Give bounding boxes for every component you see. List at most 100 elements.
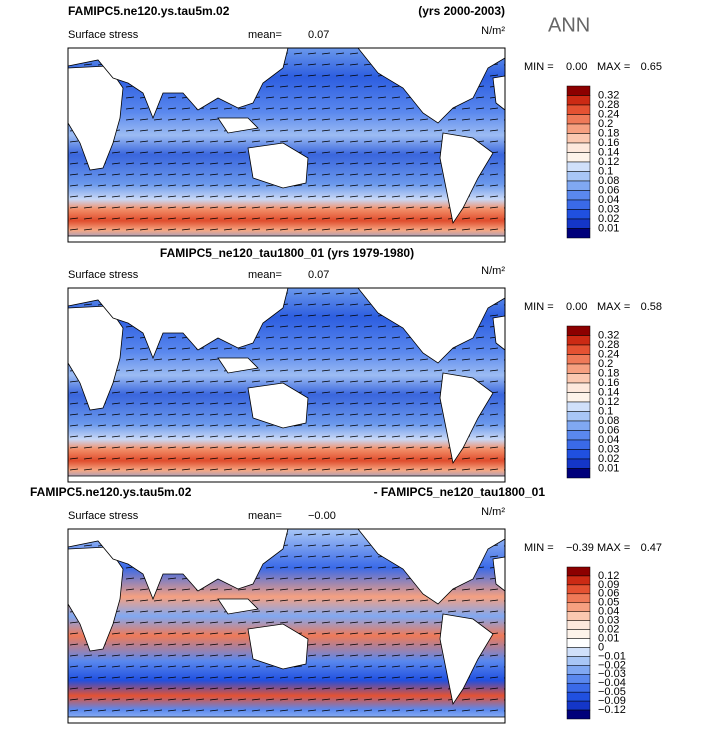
colorbar-box: [566, 656, 591, 666]
mean-value: 0.07: [308, 269, 329, 281]
colorbar-box: [566, 344, 591, 355]
colorbar-label: 0.08: [598, 175, 619, 187]
units: N/m²: [481, 506, 505, 518]
colorbar-box: [566, 95, 591, 106]
colorbar-box: [566, 373, 591, 384]
colorbar-box: [566, 575, 591, 586]
colorbar-label: 0.01: [598, 462, 619, 474]
colorbar-label: 0.04: [598, 194, 619, 206]
colorbar-box: [566, 218, 591, 229]
colorbar-box: [566, 123, 591, 134]
colorbar-box: [566, 420, 591, 431]
colorbar-box: [566, 392, 591, 403]
colorbar-label: −0.01: [598, 650, 626, 662]
colorbar-box: [566, 593, 591, 604]
colorbar-box: [566, 354, 591, 365]
colorbar-box: [566, 602, 591, 612]
colorbar-label: −0.02: [598, 659, 626, 671]
min-label: MIN =: [524, 542, 554, 554]
map-frame: [67, 47, 506, 243]
colorbar-label: −0.12: [598, 704, 626, 716]
colorbar-label: 0.04: [598, 606, 619, 618]
colorbar-box: [566, 700, 591, 711]
variable: Surface stress: [68, 29, 139, 41]
colorbar-label: −0.03: [598, 668, 626, 680]
colorbar-label: 0.16: [598, 377, 619, 389]
colorbar-box: [566, 674, 591, 684]
colorbar-box: [566, 190, 591, 201]
colorbar-label: 0.14: [598, 386, 619, 398]
colorbar-box: [566, 171, 591, 182]
colorbar-label: 0.18: [598, 127, 619, 139]
colorbar-label: 0.02: [598, 453, 619, 465]
mean-value: −0.00: [308, 510, 336, 522]
colorbar-box: [566, 709, 591, 720]
colorbar-label: 0.09: [598, 579, 619, 591]
min-value: 0.00: [566, 61, 587, 73]
colorbar-box: [566, 682, 591, 693]
colorbar-label: 0.1: [598, 405, 613, 417]
min-label: MIN =: [524, 61, 554, 73]
colorbar-label: 0.24: [598, 348, 619, 360]
colorbar-label: 0.06: [598, 184, 619, 196]
colorbar-box: [566, 411, 591, 422]
colorbar-label: 0.2: [598, 358, 613, 370]
colorbar-label: −0.09: [598, 695, 626, 707]
colorbar-label: 0.12: [598, 396, 619, 408]
colorbar-box: [566, 439, 591, 450]
units: N/m²: [481, 265, 505, 277]
panel-title-left: FAMIPC5.ne120.ys.tau5m.02: [30, 485, 192, 499]
colorbar-box: [566, 620, 591, 630]
colorbar-box: [566, 133, 591, 144]
colorbar-box: [566, 325, 591, 336]
colorbar-label: 0.08: [598, 415, 619, 427]
panel-title-right: (yrs 2000-2003): [418, 4, 505, 18]
variable: Surface stress: [68, 269, 139, 281]
colorbar-box: [566, 180, 591, 191]
panel-title-right: - FAMIPC5_ne120_tau1800_01: [374, 485, 546, 499]
colorbar-label: 0.01: [598, 222, 619, 234]
colorbar-box: [566, 228, 591, 239]
colorbar-box: [566, 335, 591, 346]
map: [67, 47, 506, 243]
colorbar-box: [566, 104, 591, 115]
map: [67, 528, 506, 724]
colorbar-label: −0.04: [598, 677, 626, 689]
colorbar-label: 0.03: [598, 615, 619, 627]
colorbar-box: [566, 199, 591, 210]
colorbar-label: 0: [598, 641, 604, 653]
map: [67, 287, 506, 483]
max-label: MAX =: [597, 301, 630, 313]
colorbar-box: [566, 638, 591, 648]
colorbar-box: [566, 401, 591, 412]
min-value: 0.00: [566, 301, 587, 313]
colorbar-label: −0.05: [598, 686, 626, 698]
min-label: MIN =: [524, 301, 554, 313]
colorbar-label: 0.02: [598, 623, 619, 635]
mean-value: 0.07: [308, 29, 329, 41]
colorbar-box: [566, 629, 591, 639]
colorbar-box: [566, 152, 591, 163]
colorbar-label: 0.12: [598, 570, 619, 582]
colorbar-label: 0.03: [598, 203, 619, 215]
colorbar-label: 0.03: [598, 443, 619, 455]
mean-label: mean=: [248, 510, 282, 522]
colorbar-box: [566, 691, 591, 702]
colorbar-box: [566, 430, 591, 441]
colorbar-label: 0.14: [598, 146, 619, 158]
colorbar-label: 0.28: [598, 339, 619, 351]
colorbar-label: 0.02: [598, 213, 619, 225]
season: ANN: [548, 14, 590, 36]
colorbar-label: 0.06: [598, 424, 619, 436]
max-label: MAX =: [597, 61, 630, 73]
colorbar-label: 0.12: [598, 156, 619, 168]
colorbar-label: 0.32: [598, 89, 619, 101]
colorbar-box: [566, 458, 591, 469]
colorbar-box: [566, 647, 591, 657]
colorbar-box: [566, 363, 591, 374]
units: N/m²: [481, 25, 505, 37]
colorbar-box: [566, 382, 591, 393]
colorbar-box: [566, 584, 591, 595]
